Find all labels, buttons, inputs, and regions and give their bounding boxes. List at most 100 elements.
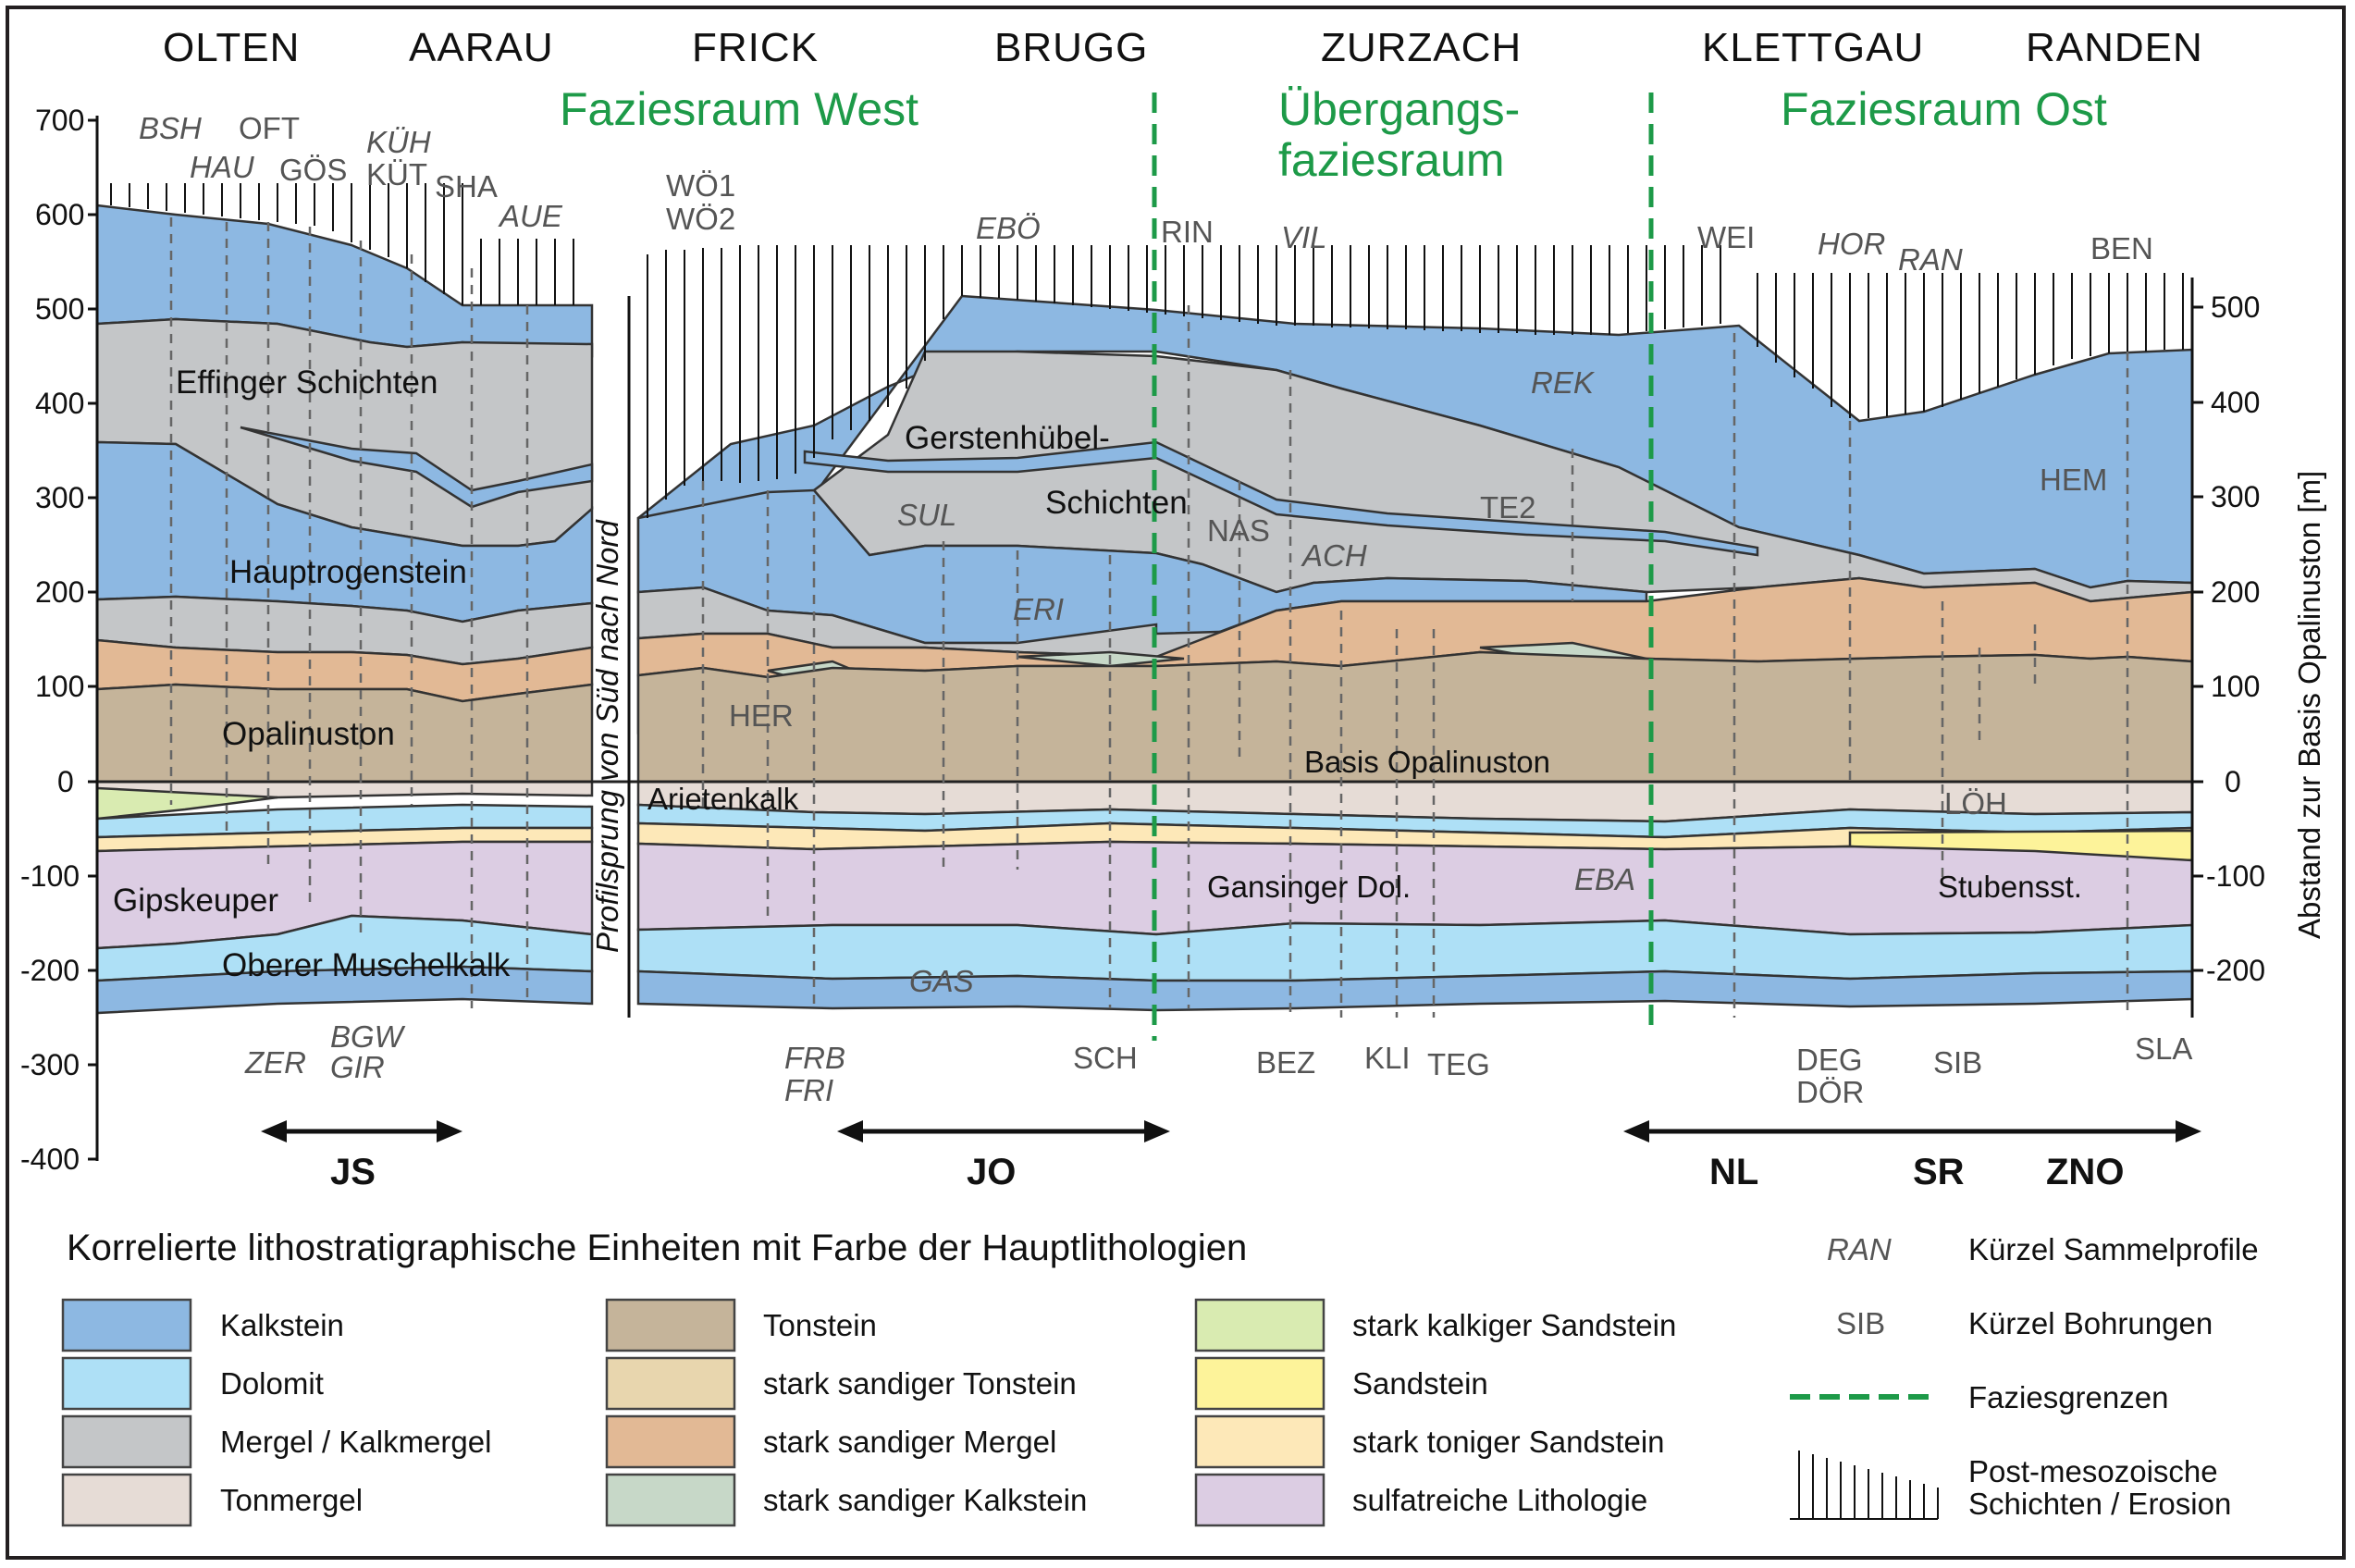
borehole-lines <box>169 217 2129 1018</box>
legend-swatch <box>61 1298 192 1352</box>
y-tick-left: 0 <box>57 765 74 798</box>
city-label: OLTEN <box>163 25 300 70</box>
legend-swatch <box>61 1414 192 1469</box>
unit-label: Gansinger Dol. <box>1207 870 1411 904</box>
y-tick-left: 500 <box>35 292 84 326</box>
y-tick-left: 200 <box>35 575 84 609</box>
legend-swatch <box>1194 1298 1325 1352</box>
section-label: SR <box>1913 1152 1965 1192</box>
profile-code: FRI <box>784 1073 833 1107</box>
legend-swatch <box>61 1473 192 1527</box>
section-label: ZNO <box>2046 1152 2124 1192</box>
borehole-code: DÖR <box>1796 1075 1864 1109</box>
y-tick-right: -100 <box>2206 859 2265 893</box>
borehole-code: WÖ1 <box>666 168 735 203</box>
profile-code: REK <box>1531 365 1596 400</box>
profile-code: ACH <box>1301 538 1367 573</box>
profile-code: GIR <box>330 1050 385 1084</box>
borehole-code: SIB <box>1933 1045 1982 1080</box>
legend-swatch <box>1194 1414 1325 1469</box>
profile-code: BGW <box>330 1019 406 1054</box>
borehole-code: KÜT <box>366 157 427 191</box>
legend-label: stark sandiger Kalkstein <box>763 1483 1087 1517</box>
y-axis-right-label: Abstand zur Basis Opalinuston [m] <box>2292 471 2326 939</box>
profile-code: VIL <box>1281 220 1327 254</box>
unit-label: Effinger Schichten <box>176 364 438 401</box>
city-label: FRICK <box>692 25 819 70</box>
legend-symbol-label: Kürzel Bohrungen <box>1968 1306 2213 1340</box>
y-tick-left: -400 <box>20 1142 80 1176</box>
y-tick-left: 400 <box>35 387 84 420</box>
legend-swatch <box>61 1356 192 1411</box>
city-label: AARAU <box>409 25 554 70</box>
legend-label: Mergel / Kalkmergel <box>220 1425 491 1459</box>
profile-code: EBÖ <box>976 211 1041 245</box>
y-tick-left: -200 <box>20 954 80 987</box>
borehole-code: TE2 <box>1480 490 1536 525</box>
legend-symbol-label: Post-mesozoische <box>1968 1454 2218 1488</box>
legend-symbol-label: Faziesgrenzen <box>1968 1380 2168 1414</box>
y-tick-right: 400 <box>2211 386 2260 419</box>
legend-title: Korrelierte lithostratigraphische Einhei… <box>67 1228 1247 1268</box>
section-arrows <box>261 1120 2201 1142</box>
legend-label: stark toniger Sandstein <box>1352 1425 1665 1459</box>
y-tick-left: 300 <box>35 481 84 514</box>
left-axis <box>88 116 99 1161</box>
borehole-code: DEG <box>1796 1043 1863 1077</box>
layer-opalinuston-right <box>636 650 2194 784</box>
y-tick-left: -300 <box>20 1048 80 1081</box>
y-tick-right: 500 <box>2211 290 2260 324</box>
layer-muschelkalk-kalk-left <box>95 965 594 1015</box>
y-tick-left: 100 <box>35 670 84 703</box>
legend-symbol-code: RAN <box>1827 1232 1892 1266</box>
unit-label: Gipskeuper <box>113 883 278 919</box>
borehole-code: GÖS <box>279 153 347 187</box>
unit-label: Stubensst. <box>1938 870 2082 904</box>
y-tick-right: -200 <box>2206 954 2265 987</box>
y-tick-right: 100 <box>2211 670 2260 703</box>
city-label: RANDEN <box>2026 25 2203 70</box>
facies-boundaries <box>1152 93 1654 1041</box>
legend-swatch <box>605 1298 736 1352</box>
y-tick-right: 300 <box>2211 480 2260 513</box>
layer-kalkstein-band-left <box>240 426 594 509</box>
profile-code: HOR <box>1818 227 1885 261</box>
unit-label: Gerstenhübel- <box>905 420 1110 456</box>
borehole-code: LÖH <box>1944 786 2007 821</box>
borehole-code: OFT <box>239 111 300 145</box>
borehole-code: NAS <box>1207 513 1270 548</box>
borehole-code: SCH <box>1073 1041 1138 1075</box>
right-axis <box>2190 278 2203 1018</box>
zone-east-label: Faziesraum Ost <box>1781 83 2107 135</box>
profile-code: EBA <box>1574 862 1635 896</box>
unit-label: Hauptrogenstein <box>229 554 467 590</box>
profile-code: HAU <box>190 150 254 184</box>
city-label: BRUGG <box>994 25 1148 70</box>
borehole-code: TEG <box>1427 1047 1490 1081</box>
y-tick-left: -100 <box>20 859 80 893</box>
unit-label: Arietenkalk <box>647 782 799 816</box>
legend-swatch <box>605 1356 736 1411</box>
profile-code: RAN <box>1898 242 1963 277</box>
legend-swatch <box>605 1473 736 1527</box>
legend-erosion-hatching <box>1790 1451 1939 1520</box>
borehole-code: RIN <box>1161 215 1214 249</box>
profile-code: BSH <box>139 111 202 145</box>
legend-label: Tonstein <box>763 1308 877 1342</box>
y-tick-right: 200 <box>2211 575 2260 609</box>
unit-label: Opalinuston <box>222 716 395 752</box>
borehole-code: BEN <box>2090 231 2153 265</box>
zone-west-label: Faziesraum West <box>560 83 919 135</box>
legend-symbol-code: SIB <box>1836 1306 1885 1340</box>
section-label: JO <box>967 1152 1016 1192</box>
legend-swatch <box>1194 1356 1325 1411</box>
legend-label: Kalkstein <box>220 1308 344 1342</box>
legend-label: sulfatreiche Lithologie <box>1352 1483 1647 1517</box>
legend-swatch <box>1194 1473 1325 1527</box>
y-tick-left: 700 <box>35 104 84 137</box>
legend: Korrelierte lithostratigraphische Einhei… <box>61 1228 2259 1527</box>
zone-transition-label: faziesraum <box>1278 134 1505 186</box>
borehole-code: HER <box>729 698 794 733</box>
profile-code: FRB <box>784 1041 845 1075</box>
legend-label: stark sandiger Mergel <box>763 1425 1056 1459</box>
